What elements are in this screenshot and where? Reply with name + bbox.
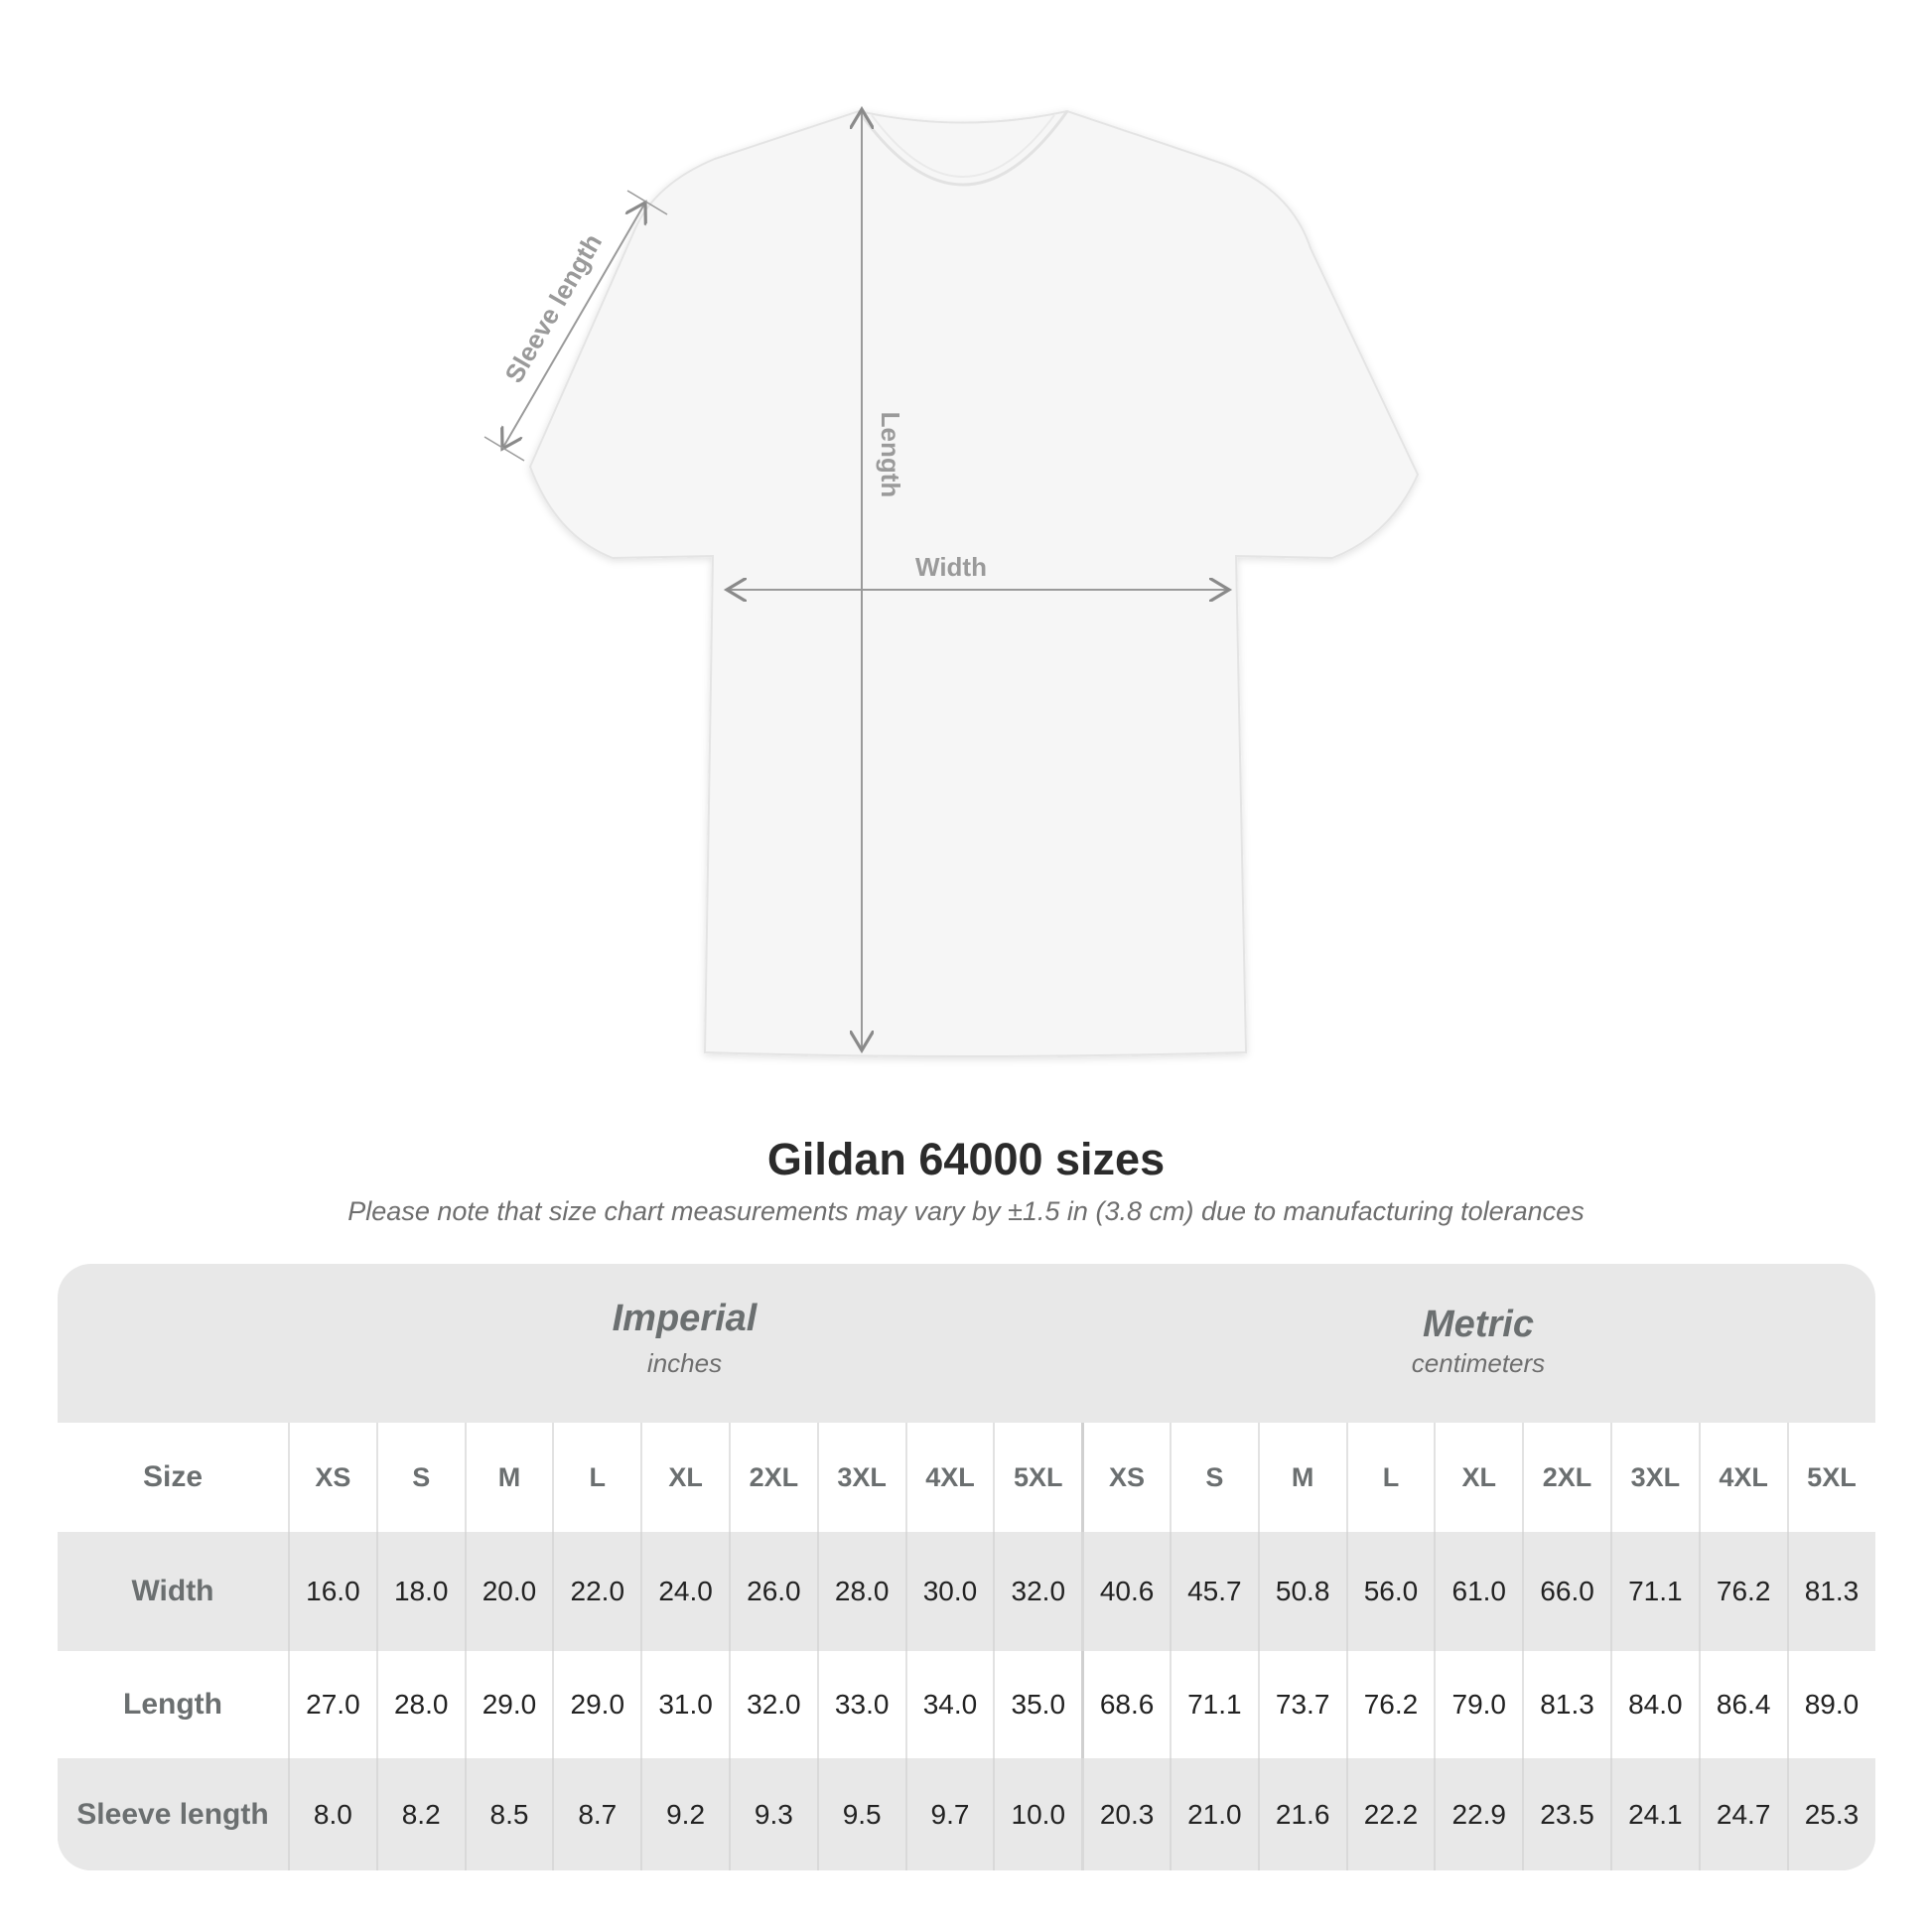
value-cell: 26.0 [728, 1532, 817, 1651]
value-cell: 9.2 [640, 1758, 729, 1870]
value-cell: 71.1 [1169, 1651, 1258, 1758]
value-cell: 30.0 [904, 1532, 994, 1651]
imperial-unit: inches [646, 1348, 723, 1378]
imperial-title: Imperial [612, 1298, 758, 1339]
value-cell: 68.6 [1081, 1651, 1170, 1758]
value-cell: 18.0 [375, 1532, 465, 1651]
size-header-row: Size XS S M L XL 2XL 3XL 4XL 5XL XS S M L XL 2XL 3XL 4XL 5… [58, 1423, 1875, 1532]
tshirt-shape [528, 109, 1420, 1057]
size-label: Size [142, 1460, 204, 1493]
tshirt-diagram: Sleeve length Length Width [483, 0, 1420, 1057]
value-cell: 10.0 [993, 1758, 1081, 1870]
value-cell: 81.3 [1786, 1532, 1875, 1651]
size-metric-3XL: 3XL [1609, 1423, 1699, 1532]
value-cell: 20.3 [1081, 1758, 1170, 1870]
page-title: Gildan 64000 sizes [766, 1134, 1166, 1184]
row-label: Sleeve length [76, 1797, 269, 1831]
tolerance-note: Please note that size chart measurements… [347, 1196, 1585, 1226]
width-label: Width [915, 552, 987, 582]
row-label: Length [123, 1688, 222, 1721]
value-cell: 8.0 [288, 1758, 376, 1870]
size-metric-S: S [1169, 1423, 1258, 1532]
size-imperial-S: S [375, 1423, 465, 1532]
size-imperial-2XL: 2XL [728, 1423, 817, 1532]
size-metric-L: L [1345, 1423, 1435, 1532]
size-metric-4XL: 4XL [1698, 1423, 1787, 1532]
value-cell: 50.8 [1257, 1532, 1346, 1651]
value-cell: 61.0 [1434, 1532, 1522, 1651]
table-row: Width 16.0 18.0 20.0 22.0 24.0 26.0 28.0 30.0 32.… [58, 1532, 1875, 1651]
length-label: Length [876, 412, 905, 498]
value-cell: 9.5 [816, 1758, 905, 1870]
value-cell: 89.0 [1786, 1651, 1875, 1758]
value-cell: 24.0 [640, 1532, 729, 1651]
value-cell: 22.9 [1434, 1758, 1522, 1870]
value-cell: 31.0 [640, 1651, 729, 1758]
size-imperial-3XL: 3XL [816, 1423, 905, 1532]
value-cell: 79.0 [1434, 1651, 1522, 1758]
size-imperial-M: M [464, 1423, 553, 1532]
value-cell: 76.2 [1698, 1532, 1787, 1651]
size-imperial-L: L [552, 1423, 640, 1532]
value-cell: 22.0 [552, 1532, 640, 1651]
value-cell: 8.7 [552, 1758, 640, 1870]
value-cell: 86.4 [1698, 1651, 1787, 1758]
value-cell: 56.0 [1345, 1532, 1435, 1651]
metric-unit: centimeters [1411, 1348, 1546, 1378]
value-cell: 20.0 [464, 1532, 553, 1651]
value-cell: 45.7 [1169, 1532, 1258, 1651]
size-imperial-XL: XL [640, 1423, 729, 1532]
value-cell: 32.0 [993, 1532, 1081, 1651]
value-cell: 21.6 [1257, 1758, 1346, 1870]
value-cell: 66.0 [1522, 1532, 1610, 1651]
value-cell: 8.2 [375, 1758, 465, 1870]
value-cell: 27.0 [288, 1651, 376, 1758]
metric-header: Metric centimeters [1081, 1264, 1875, 1423]
value-cell: 21.0 [1169, 1758, 1258, 1870]
size-metric-5XL: 5XL [1786, 1423, 1875, 1532]
value-cell: 35.0 [993, 1651, 1081, 1758]
value-cell: 81.3 [1522, 1651, 1610, 1758]
value-cell: 29.0 [552, 1651, 640, 1758]
value-cell: 84.0 [1609, 1651, 1699, 1758]
size-metric-M: M [1257, 1423, 1346, 1532]
table-row: Sleeve length 8.0 8.2 8.5 8.7 9.2 9.3 9.5 9.7 10.… [58, 1758, 1875, 1870]
value-cell: 8.5 [464, 1758, 553, 1870]
value-cell: 24.7 [1698, 1758, 1787, 1870]
size-metric-XL: XL [1434, 1423, 1522, 1532]
value-cell: 23.5 [1522, 1758, 1610, 1870]
value-cell: 24.1 [1609, 1758, 1699, 1870]
imperial-header: Imperial inches [288, 1264, 1081, 1423]
value-cell: 34.0 [904, 1651, 994, 1758]
size-metric-2XL: 2XL [1522, 1423, 1610, 1532]
value-cell: 9.3 [728, 1758, 817, 1870]
size-table: Imperial inches Metric centimeters Size X… [58, 1264, 1875, 1870]
value-cell: 9.7 [904, 1758, 994, 1870]
value-cell: 25.3 [1786, 1758, 1875, 1870]
row-label: Width [131, 1575, 214, 1607]
value-cell: 22.2 [1345, 1758, 1435, 1870]
value-cell: 40.6 [1081, 1532, 1170, 1651]
sleeve-arrow [502, 203, 645, 449]
value-cell: 73.7 [1257, 1651, 1346, 1758]
value-cell: 29.0 [464, 1651, 553, 1758]
size-imperial-4XL: 4XL [904, 1423, 994, 1532]
value-cell: 28.0 [375, 1651, 465, 1758]
value-cell: 71.1 [1609, 1532, 1699, 1651]
value-cell: 32.0 [728, 1651, 817, 1758]
metric-title: Metric [1423, 1304, 1534, 1345]
size-imperial-XS: XS [288, 1423, 376, 1532]
value-cell: 28.0 [816, 1532, 905, 1651]
value-cell: 33.0 [816, 1651, 905, 1758]
size-metric-XS: XS [1081, 1423, 1170, 1532]
value-cell: 16.0 [288, 1532, 376, 1651]
table-row: Length 27.0 28.0 29.0 29.0 31.0 32.0 33.0 34.0 35… [58, 1651, 1875, 1758]
value-cell: 76.2 [1345, 1651, 1435, 1758]
size-imperial-5XL: 5XL [993, 1423, 1081, 1532]
